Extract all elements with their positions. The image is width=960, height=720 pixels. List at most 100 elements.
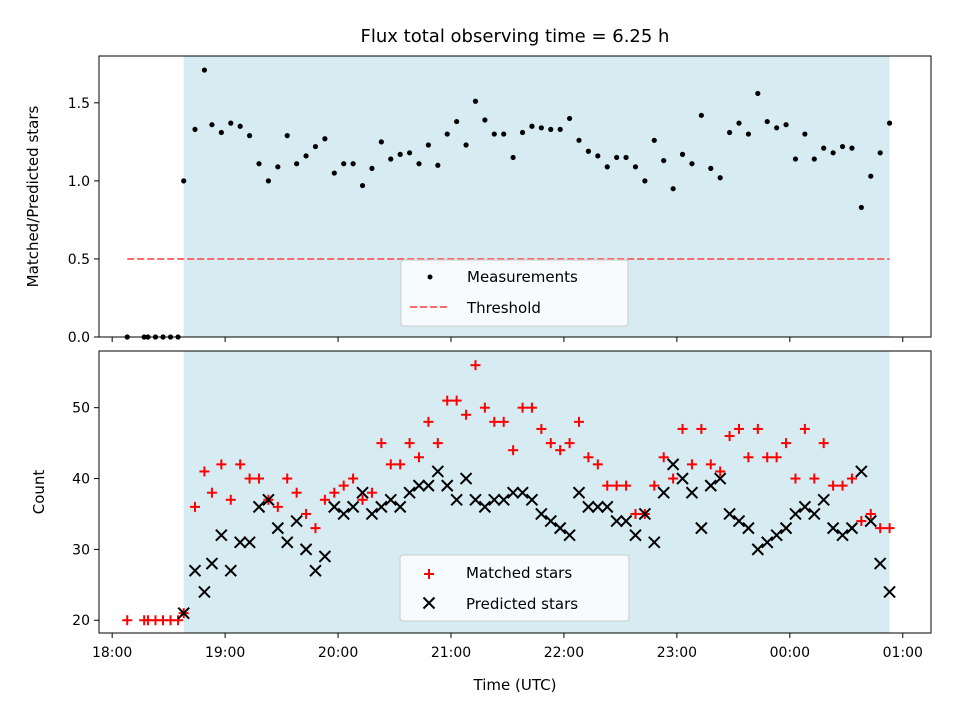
predicted-point — [883, 585, 896, 599]
measurement-point — [265, 178, 272, 184]
matched-point — [705, 459, 716, 470]
predicted-point — [281, 536, 294, 549]
matched-point — [526, 402, 537, 413]
predicted-point — [779, 521, 793, 535]
measurement-point — [228, 120, 234, 126]
ratio-y-label: Matched/Predicted stars — [24, 106, 42, 288]
predicted-point — [873, 557, 887, 570]
matched-point — [790, 473, 801, 484]
x-stroke-b — [516, 486, 529, 499]
measurement-point — [661, 157, 667, 164]
predicted-point — [403, 486, 416, 499]
x-stroke-b — [497, 493, 510, 507]
x-stroke-b — [657, 486, 670, 499]
legend-measurements-label: Measurements — [467, 268, 578, 286]
matched-point — [366, 487, 377, 498]
measurements-series — [124, 67, 893, 340]
measurement-point — [698, 112, 704, 118]
y-tick-label: 0.5 — [68, 252, 90, 268]
measurement-point — [406, 150, 413, 156]
measurement-point — [501, 131, 507, 137]
matched-point — [190, 501, 200, 512]
predicted-point — [685, 486, 699, 499]
matched-point — [856, 516, 867, 527]
measurement-point — [435, 162, 441, 168]
predicted-point — [198, 585, 211, 599]
matched-point — [696, 423, 707, 434]
measurement-point — [623, 154, 629, 161]
x-stroke-b — [506, 486, 520, 499]
matched-point — [762, 452, 773, 463]
x-stroke-b — [441, 479, 454, 492]
matched-point — [555, 445, 566, 456]
measurement-point — [642, 178, 648, 184]
x-stroke-b — [328, 500, 341, 514]
x-tick-label: 23:00 — [657, 645, 697, 661]
x-stroke-b — [845, 521, 859, 535]
measurement-point — [454, 118, 460, 125]
measurement-point — [275, 164, 281, 170]
x-stroke-b — [798, 500, 812, 514]
matched-point — [376, 438, 387, 449]
predicted-point — [732, 514, 746, 528]
matched-point — [122, 615, 133, 626]
matched-point — [235, 459, 246, 470]
x-stroke-b — [337, 507, 350, 521]
measurement-point — [284, 133, 290, 139]
matched-point — [536, 423, 547, 434]
measurement-point — [472, 98, 479, 104]
predicted-point — [224, 564, 237, 577]
matched-point — [282, 473, 293, 484]
measurement-point — [849, 145, 855, 151]
matched-point — [602, 480, 613, 491]
measurement-point — [482, 117, 488, 123]
matched-point — [395, 459, 406, 470]
predicted-point — [591, 500, 605, 514]
matched-point — [884, 523, 895, 534]
measurement-point — [192, 126, 198, 132]
predicted-point — [299, 543, 313, 556]
x-stroke-b — [666, 458, 680, 471]
x-stroke-b — [817, 493, 830, 507]
matched-point — [199, 466, 210, 477]
predicted-point — [798, 500, 812, 514]
x-stroke-b — [403, 486, 416, 499]
measurement-point — [294, 161, 300, 167]
x-stroke-b — [629, 529, 642, 542]
x-stroke-b — [864, 514, 877, 528]
x-stroke-b — [789, 507, 802, 521]
predicted-point — [309, 564, 322, 577]
x-stroke-b — [779, 521, 793, 535]
matched-point — [649, 480, 660, 491]
x-stroke-b — [412, 479, 426, 492]
measurement-point — [792, 156, 799, 162]
measurement-point — [595, 153, 601, 159]
measurement-point — [312, 143, 319, 150]
measurement-point — [256, 161, 262, 167]
matched-point — [846, 473, 857, 484]
matched-point — [564, 438, 575, 449]
x-stroke-b — [252, 500, 266, 514]
predicted-point — [516, 486, 529, 499]
x-stroke-b — [224, 564, 237, 577]
x-stroke-b — [233, 536, 247, 549]
matched-point — [498, 416, 509, 427]
predicted-point — [441, 479, 454, 492]
ratio-y-axis: 0.0 0.5 1.0 1.5 — [68, 96, 99, 346]
x-stroke-b — [855, 465, 868, 478]
matched-stars-series — [122, 360, 895, 626]
x-stroke-b — [262, 493, 275, 507]
matched-point — [508, 445, 519, 456]
measurement-point — [830, 150, 836, 156]
x-stroke-b — [601, 500, 614, 514]
x-stroke-b — [393, 500, 407, 514]
matched-point — [254, 473, 264, 484]
x-stroke-b — [582, 500, 595, 514]
measurement-point — [774, 125, 780, 131]
matched-point — [451, 395, 462, 406]
matched-point — [668, 473, 679, 484]
predicted-point — [770, 529, 783, 542]
matched-point — [658, 452, 669, 463]
matched-point — [461, 409, 472, 420]
